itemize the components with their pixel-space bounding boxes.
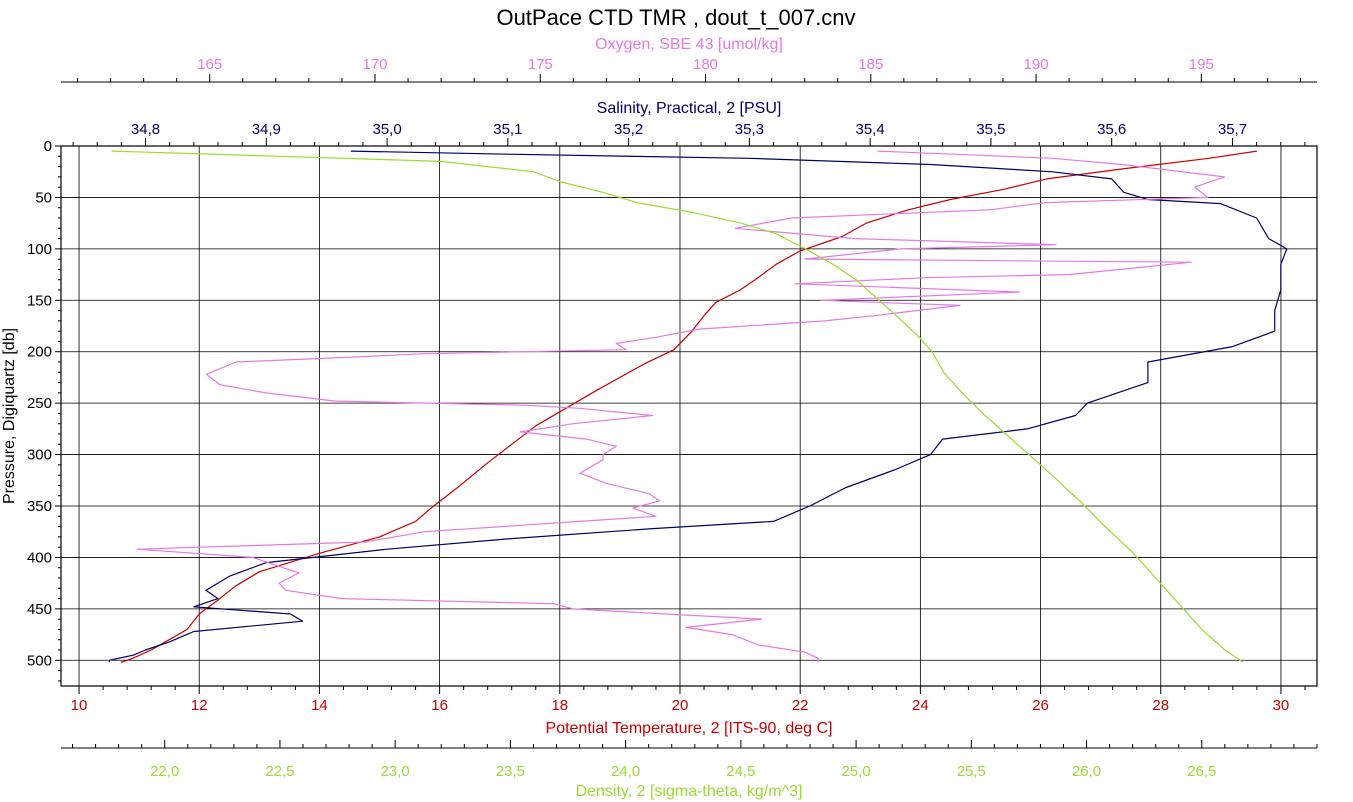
density-tick-label: 24,0	[611, 763, 640, 780]
plot-area	[60, 145, 1318, 687]
salinity-tick-label: 34,8	[131, 121, 160, 138]
density-tick-label: 26,0	[1072, 763, 1101, 780]
pressure-axis: 0 50 100 150 200 250 300 350 400 450 500	[27, 138, 61, 682]
temperature-tick-label: 10	[71, 697, 88, 714]
pressure-tick-label: 350	[27, 498, 52, 515]
density-tick-label: 24,5	[726, 763, 755, 780]
pressure-tick-label: 300	[27, 447, 52, 464]
salinity-tick-label: 35,2	[614, 121, 643, 138]
salinity-tick-label: 35,1	[493, 121, 522, 138]
temperature-tick-label: 12	[191, 697, 208, 714]
oxygen-tick-label: 165	[197, 56, 222, 73]
temperature-tick-label: 14	[311, 697, 328, 714]
temperature-tick-label: 30	[1273, 697, 1290, 714]
density-profile-line	[111, 150, 1244, 663]
temperature-tick-label: 18	[551, 697, 568, 714]
temperature-tick-label: 20	[672, 697, 689, 714]
salinity-axis-label: Salinity, Practical, 2 [PSU]	[597, 100, 782, 117]
temperature-tick-label: 22	[792, 697, 809, 714]
oxygen-axis: 165 170 175 180 185 190 195 Oxygen, SBE 43 [umo…	[61, 36, 1317, 83]
density-tick-label: 25,5	[957, 763, 986, 780]
oxygen-tick-label: 185	[858, 56, 883, 73]
salinity-tick-label: 35,0	[372, 121, 401, 138]
salinity-tick-label: 35,5	[976, 121, 1005, 138]
salinity-tick-label: 35,7	[1218, 121, 1247, 138]
temperature-axis: 10 12 14 16 18 20 22 24 26 28 30 Potential Temperat…	[71, 686, 1306, 737]
density-tick-label: 22,5	[265, 763, 294, 780]
chart-title: OutPace CTD TMR , dout_t_007.cnv	[496, 5, 855, 30]
pressure-tick-label: 100	[27, 241, 52, 258]
pressure-tick-label: 400	[27, 549, 52, 566]
pressure-tick-label: 150	[27, 292, 52, 309]
profile-series	[108, 150, 1288, 663]
oxygen-tick-label: 190	[1024, 56, 1049, 73]
oxygen-profile-line	[136, 150, 1226, 663]
density-tick-label: 25,0	[841, 763, 870, 780]
pressure-tick-label: 200	[27, 344, 52, 361]
oxygen-tick-label: 170	[362, 56, 387, 73]
density-tick-label: 23,0	[381, 763, 410, 780]
oxygen-tick-label: 180	[693, 56, 718, 73]
density-tick-label: 26,5	[1187, 763, 1216, 780]
density-tick-label: 23,5	[496, 763, 525, 780]
salinity-tick-label: 35,6	[1097, 121, 1126, 138]
pressure-tick-label: 0	[44, 138, 52, 155]
x-axes: 165 170 175 180 185 190 195 Oxygen, SBE 43 [umo…	[61, 36, 1318, 800]
temperature-tick-label: 16	[431, 697, 448, 714]
pressure-tick-label: 50	[35, 189, 52, 206]
temperature-tick-label: 24	[912, 697, 929, 714]
grid	[61, 145, 1317, 686]
salinity-tick-label: 35,3	[735, 121, 764, 138]
salinity-tick-label: 34,9	[252, 121, 281, 138]
salinity-axis: 34,8 34,9 35,0 35,1 35,2 35,3 35,4 35,5 35,6 35,7…	[72, 100, 1306, 146]
pressure-axis-label: Pressure, Digiquartz [db]	[1, 328, 18, 504]
density-tick-label: 22,0	[150, 763, 179, 780]
temperature-tick-label: 28	[1152, 697, 1169, 714]
density-axis: 22,0 22,5 23,0 23,5 24,0 24,5 25,0 25,5 26,0 26,5…	[61, 740, 1318, 800]
pressure-tick-label: 250	[27, 395, 52, 412]
oxygen-tick-label: 175	[528, 56, 553, 73]
pressure-tick-label: 450	[27, 601, 52, 618]
temperature-profile-line	[120, 150, 1257, 663]
salinity-tick-label: 35,4	[856, 121, 885, 138]
oxygen-tick-label: 195	[1189, 56, 1214, 73]
density-axis-label: Density, 2 [sigma-theta, kg/m^3]	[576, 783, 803, 800]
pressure-tick-label: 500	[27, 652, 52, 669]
oxygen-axis-label: Oxygen, SBE 43 [umol/kg]	[595, 36, 783, 53]
temperature-axis-label: Potential Temperature, 2 [ITS-90, deg C]	[546, 720, 833, 737]
temperature-tick-label: 26	[1032, 697, 1049, 714]
salinity-profile-line	[108, 150, 1288, 663]
